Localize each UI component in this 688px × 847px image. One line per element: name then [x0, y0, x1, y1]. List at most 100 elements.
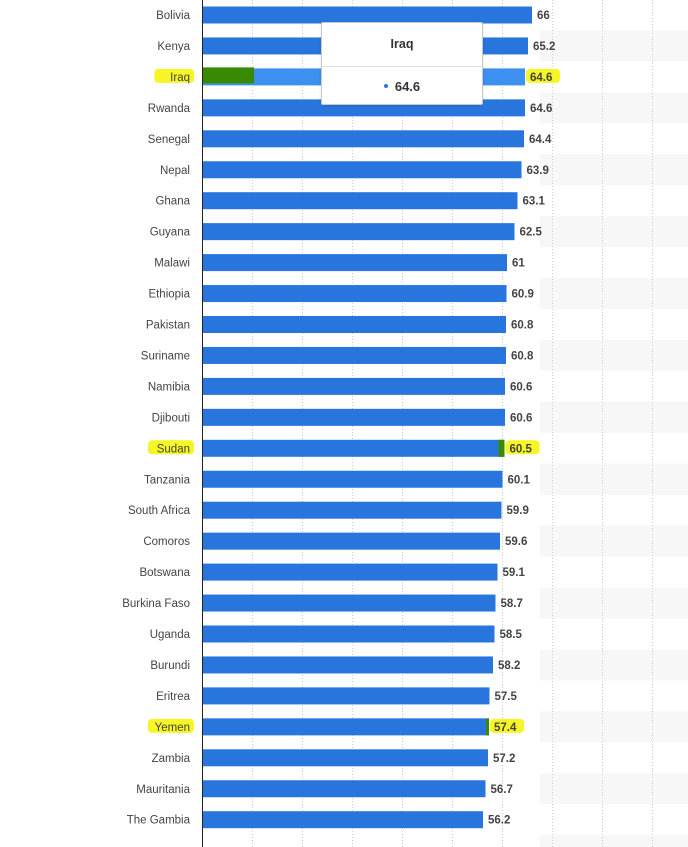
value-label: 59.1 — [503, 567, 526, 579]
value-label: 57.2 — [493, 753, 515, 765]
row-band — [540, 835, 688, 847]
label-highlight — [148, 440, 194, 455]
category-label: Senegal — [148, 134, 190, 146]
value-label: 56.2 — [488, 815, 510, 827]
value-label: 64.6 — [530, 72, 552, 84]
category-label: Kenya — [157, 41, 190, 53]
category-label: Uganda — [150, 629, 191, 641]
row-band — [540, 216, 688, 248]
row-band — [540, 154, 688, 186]
row-band — [540, 463, 688, 495]
bar-eritrea[interactable] — [202, 687, 490, 705]
value-label: 58.7 — [501, 598, 523, 610]
value-label: 60.1 — [508, 474, 531, 486]
bar-malawi[interactable] — [202, 254, 507, 272]
category-label: Zambia — [152, 753, 191, 765]
value-label: 59.6 — [505, 536, 527, 548]
row-band — [540, 401, 688, 433]
value-label: 60.8 — [511, 320, 534, 332]
category-label: Yemen — [155, 722, 190, 734]
bar-mauritania[interactable] — [202, 780, 486, 798]
row-band — [540, 525, 688, 557]
category-label: Nepal — [160, 165, 190, 177]
bar-botswana[interactable] — [202, 563, 498, 581]
value-label: 64.4 — [529, 134, 552, 146]
bar-namibia[interactable] — [202, 377, 505, 395]
value-label: 63.1 — [523, 196, 546, 208]
category-label: Suriname — [141, 350, 190, 362]
bar-nepal[interactable] — [202, 161, 522, 179]
category-label: Rwanda — [148, 103, 191, 115]
row-band — [540, 92, 688, 124]
bar-tanzania[interactable] — [202, 470, 503, 488]
bar-comoros[interactable] — [202, 532, 500, 550]
tooltip-value: 64.6 — [394, 78, 421, 94]
tooltip-body: 64.6 — [322, 67, 482, 105]
hover-tooltip: Iraq 64.6 — [321, 22, 483, 105]
marker-stroke — [202, 67, 254, 84]
value-highlight — [526, 68, 560, 83]
value-label: 60.6 — [510, 381, 532, 393]
value-label: 66 — [537, 10, 550, 22]
category-labels: Bolivia Kenya Iraq Rwanda Senegal Nepal Ghana G… — [122, 10, 190, 827]
value-label: 56.7 — [491, 784, 513, 796]
bar-zambia[interactable] — [202, 749, 488, 767]
bar-the-gambia[interactable] — [202, 811, 483, 829]
category-label: Botswana — [139, 567, 190, 579]
row-band — [540, 649, 688, 681]
bars — [202, 6, 532, 829]
bar-guyana[interactable] — [202, 223, 515, 241]
bar-burkina-faso[interactable] — [202, 594, 496, 612]
bar-bolivia[interactable] — [202, 6, 532, 24]
label-highlight — [154, 68, 194, 83]
highlighter-marks — [148, 68, 560, 733]
row-band — [540, 30, 688, 62]
bar-yemen[interactable] — [202, 718, 489, 736]
value-label: 60.9 — [512, 289, 534, 301]
bar-senegal[interactable] — [202, 130, 524, 148]
series-dot-icon — [383, 84, 388, 88]
bar-pakistan[interactable] — [202, 316, 506, 333]
bar-burundi[interactable] — [202, 656, 493, 674]
category-label: Burkina Faso — [122, 598, 190, 610]
row-band — [540, 711, 688, 743]
row-band — [540, 339, 688, 371]
value-label: 57.5 — [495, 691, 518, 703]
annotation-markers — [202, 67, 505, 736]
marker-stroke — [498, 439, 505, 457]
category-label: Burundi — [150, 660, 190, 672]
category-label: Eritrea — [156, 691, 190, 703]
value-label: 65.2 — [533, 41, 555, 53]
category-label: Djibouti — [152, 412, 190, 424]
row-band — [540, 773, 688, 805]
category-label: Namibia — [148, 381, 191, 393]
category-label: South Africa — [128, 505, 191, 517]
bar-sudan[interactable] — [202, 439, 505, 457]
bar-suriname[interactable] — [202, 346, 506, 364]
value-label: 58.5 — [500, 629, 523, 641]
category-label: Ghana — [155, 196, 190, 208]
bar-south-africa[interactable] — [202, 501, 502, 519]
bar-ghana[interactable] — [202, 192, 518, 210]
value-label: 60.5 — [510, 443, 533, 455]
value-label: 64.6 — [530, 103, 552, 115]
marker-stroke — [486, 718, 489, 736]
category-label: Pakistan — [146, 320, 190, 332]
category-label: Ethiopia — [148, 289, 190, 301]
value-highlight — [490, 718, 524, 733]
value-label: 60.6 — [510, 412, 532, 424]
category-label: Tanzania — [144, 474, 191, 486]
category-label: Iraq — [170, 72, 190, 84]
bar-djibouti[interactable] — [202, 408, 505, 426]
category-label: Malawi — [154, 258, 190, 270]
value-label: 62.5 — [520, 227, 543, 239]
value-label: 61 — [512, 258, 525, 270]
bar-ethiopia[interactable] — [202, 285, 507, 303]
value-label: 58.2 — [498, 660, 520, 672]
row-bands — [540, 30, 688, 847]
tooltip-title: Iraq — [322, 23, 482, 67]
value-label: 59.9 — [507, 505, 529, 517]
value-label: 63.9 — [527, 165, 549, 177]
bar-uganda[interactable] — [202, 625, 495, 643]
